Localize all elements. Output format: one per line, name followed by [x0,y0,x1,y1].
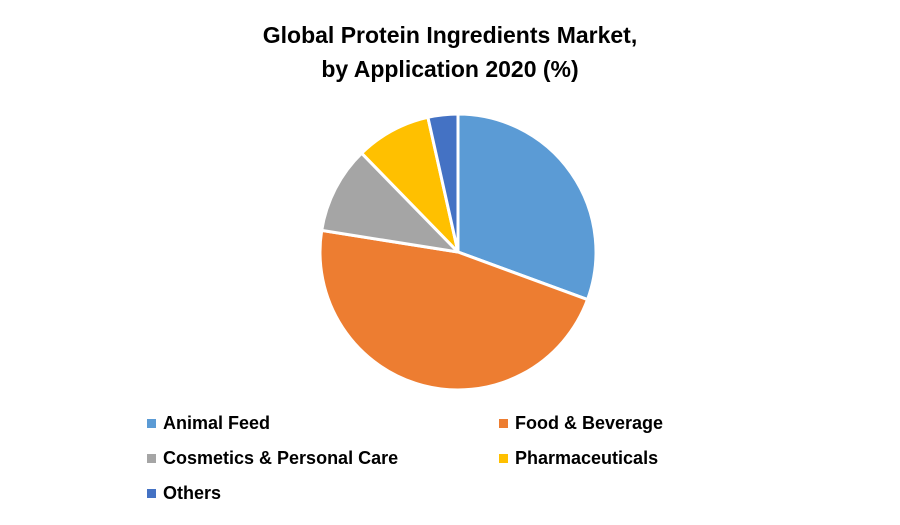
legend-swatch [499,419,508,428]
pie-slice-others [426,112,460,254]
legend-label: Animal Feed [163,413,271,433]
legend-label: Others [163,483,222,503]
legend-swatch [147,419,156,428]
legend-label: Cosmetics & Personal Care [163,448,399,468]
pie-slice-food-beverage [318,228,590,392]
legend-item-animal-feed: Animal Feed [147,413,270,434]
chart-title: Global Protein Ingredients Market, by Ap… [0,18,900,86]
legend-item-others: Others [147,483,221,504]
legend-swatch [499,454,508,463]
legend-label: Pharmaceuticals [515,448,659,468]
legend-label: Food & Beverage [515,413,664,433]
legend-swatch [147,489,156,498]
legend-swatch [147,454,156,463]
legend-item-food-beverage: Food & Beverage [499,413,663,434]
legend-item-cosmetics: Cosmetics & Personal Care [147,448,398,469]
pie-slice-cosmetics-personal-care [320,151,460,254]
chart-title-line1: Global Protein Ingredients Market, [262,22,638,48]
pie-slice-animal-feed [456,112,598,302]
legend-item-pharmaceuticals: Pharmaceuticals [499,448,658,469]
chart-title-line2: by Application 2020 (%) [321,56,579,82]
